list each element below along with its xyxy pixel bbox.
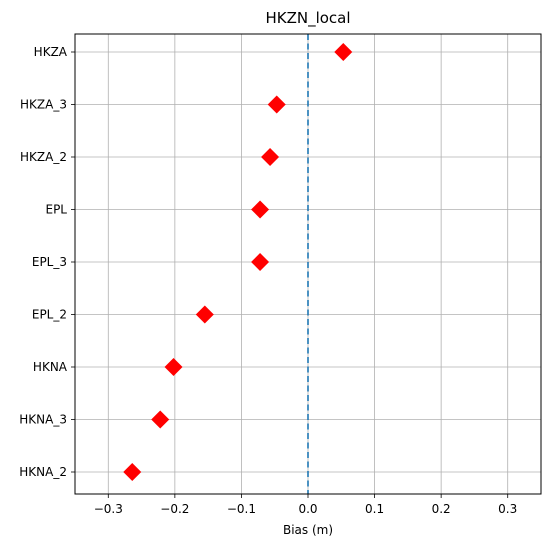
data-point-hkza-2 [261, 148, 280, 166]
y-tick-label: HKZA_2 [20, 150, 67, 164]
y-tick-label: EPL [45, 203, 67, 217]
x-tick-label: 0.3 [498, 502, 517, 516]
y-tick-label: HKNA_3 [19, 413, 67, 427]
data-point-hkna-2 [123, 463, 142, 481]
data-point-epl-2 [195, 305, 214, 324]
x-tick-label: −0.2 [160, 502, 189, 516]
x-tick-label: 0.2 [432, 502, 451, 516]
data-point-hkza [334, 43, 353, 61]
y-tick-label: HKZA_3 [20, 98, 67, 112]
y-axis-ticks: HKZA HKZA_3 HKZA_2 EPL EPL_3 EPL_2 HKNA HKNA_3 H… [19, 45, 75, 479]
x-tick-label: 0.1 [365, 502, 384, 516]
data-markers [123, 43, 353, 481]
data-point-hkna-3 [151, 410, 170, 429]
x-tick-label: −0.1 [227, 502, 256, 516]
y-tick-label: HKZA [34, 45, 68, 59]
data-point-hkza-3 [267, 95, 286, 114]
y-tick-label: HKNA_2 [19, 465, 67, 479]
y-tick-label: EPL_2 [32, 308, 67, 322]
y-tick-label: EPL_3 [32, 255, 67, 269]
x-axis-ticks: −0.3 −0.2 −0.1 0.0 0.1 0.2 0.3 [94, 494, 517, 516]
x-tick-label: 0.0 [298, 502, 317, 516]
data-point-epl-3 [251, 253, 270, 271]
data-point-epl [251, 200, 270, 219]
x-axis-title: Bias (m) [283, 523, 333, 537]
x-tick-label: −0.3 [94, 502, 123, 516]
data-point-hkna [164, 358, 183, 376]
chart-title: HKZN_local [265, 9, 350, 28]
y-tick-label: HKNA [33, 360, 68, 374]
